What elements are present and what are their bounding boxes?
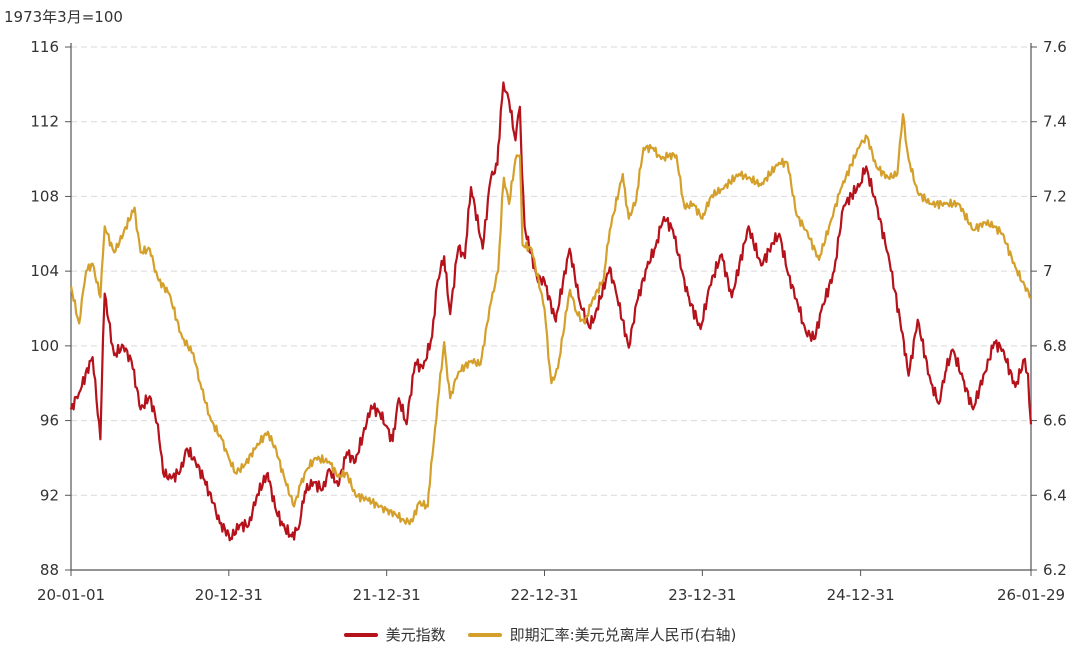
y-left-tick-label: 104: [30, 262, 59, 280]
x-tick-label: 20-12-31: [195, 586, 263, 604]
series-lines: [69, 81, 1033, 542]
x-tick-label: 24-12-31: [827, 586, 895, 604]
x-tick-label: 26-01-29: [997, 586, 1065, 604]
y-left-tick-label: 88: [40, 561, 59, 579]
legend-label-usdcnh: 即期汇率:美元兑离岸人民币(右轴): [509, 626, 737, 644]
legend-label-usd-index: 美元指数: [385, 626, 446, 644]
series-line-1: [69, 113, 1032, 526]
y-left-tick-label: 92: [40, 486, 59, 504]
gridlines: [71, 46, 1031, 496]
x-tick-label: 22-12-31: [510, 586, 578, 604]
x-tick-label: 21-12-31: [353, 586, 421, 604]
y-right-tick-label: 6.2: [1043, 561, 1067, 579]
legend-item-usdcnh: 即期汇率:美元兑离岸人民币(右轴): [467, 624, 737, 645]
y-left-tick-label: 108: [30, 187, 59, 205]
x-tick-label: 20-01-01: [37, 586, 105, 604]
y-right-tick-label: 7.2: [1043, 187, 1067, 205]
x-tick-label: 23-12-31: [668, 586, 736, 604]
legend-item-usd-index: 美元指数: [343, 624, 446, 645]
y-right-tick-label: 6.6: [1043, 412, 1067, 430]
y-right-tick-label: 6.4: [1043, 486, 1067, 504]
axes: 88 92 96 100 104 108 112 116 6.2 6.4 6.6 6.8 7 7.2 7.4…: [30, 38, 1067, 604]
y-right-tick-label: 7.4: [1043, 113, 1067, 131]
y-right-tick-label: 7.6: [1043, 38, 1067, 56]
series-line-0: [69, 81, 1033, 542]
y-left-tick-label: 100: [30, 337, 59, 355]
y-left-tick-label: 116: [30, 38, 59, 56]
legend: 美元指数 即期汇率:美元兑离岸人民币(右轴): [0, 624, 1080, 645]
y-left-tick-label: 96: [40, 412, 59, 430]
y-right-tick-label: 6.8: [1043, 337, 1067, 355]
legend-swatch-usdcnh: [467, 632, 502, 637]
legend-swatch-usd-index: [343, 632, 378, 637]
y-axis-unit-label: 1973年3月=100: [4, 8, 123, 26]
y-right-tick-label: 7: [1043, 262, 1053, 280]
y-left-tick-label: 112: [30, 113, 59, 131]
